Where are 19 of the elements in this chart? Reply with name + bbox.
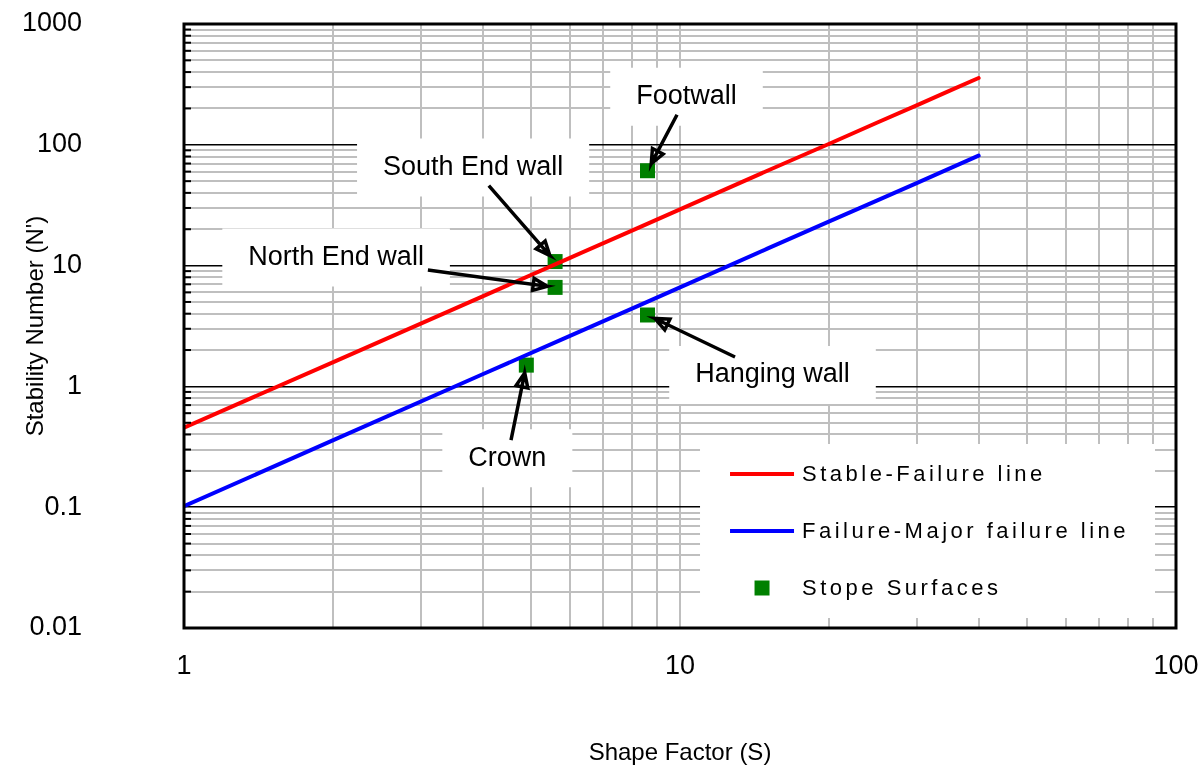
x-tick-label: 1 bbox=[176, 649, 192, 680]
y-tick-label: 1 bbox=[66, 369, 82, 400]
x-tick-label: 10 bbox=[664, 649, 696, 680]
y-axis-title: Stability Number (N') bbox=[21, 215, 49, 437]
legend-label: Stope Surfaces bbox=[802, 575, 1002, 601]
annotation: Crown bbox=[468, 441, 547, 472]
y-tick-label: 10 bbox=[51, 249, 82, 280]
annotation: South End wall bbox=[383, 151, 564, 182]
legend-label: Failure-Major failure line bbox=[802, 518, 1130, 544]
legend-label: Stable-Failure line bbox=[802, 461, 1046, 487]
y-tick-label: 100 bbox=[36, 128, 82, 159]
x-tick-label: 100 bbox=[1153, 649, 1199, 680]
annotation: Hanging wall bbox=[695, 358, 850, 389]
y-tick-label: 0.1 bbox=[44, 490, 82, 521]
x-axis-title: Shape Factor (S) bbox=[588, 738, 772, 766]
annotation: North End wall bbox=[248, 240, 424, 271]
y-tick-label: 0.01 bbox=[29, 611, 82, 642]
annotation: Footwall bbox=[636, 80, 737, 111]
y-tick-label: 1000 bbox=[21, 7, 82, 38]
